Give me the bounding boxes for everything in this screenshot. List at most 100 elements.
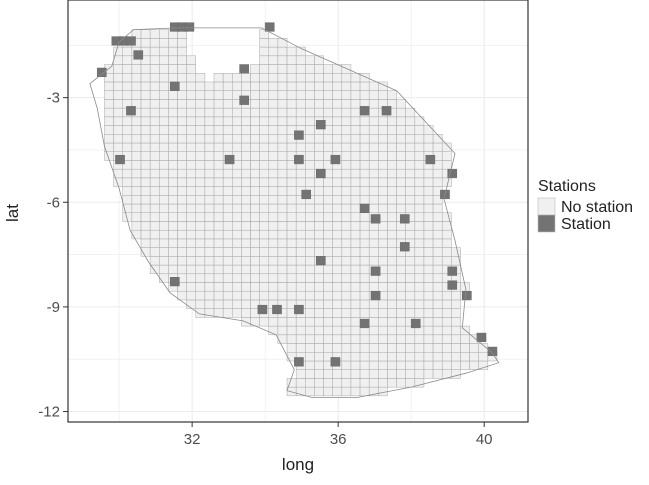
no-station-cell <box>204 195 215 205</box>
no-station-cell <box>232 142 242 152</box>
no-station-cell <box>222 99 233 109</box>
legend-swatch-station <box>537 214 556 233</box>
no-station-cell <box>359 369 370 379</box>
no-station-cell <box>268 81 279 91</box>
no-station-cell <box>368 238 379 248</box>
no-station-cell <box>396 273 406 283</box>
no-station-cell <box>405 186 416 196</box>
no-station-cell <box>441 151 452 161</box>
no-station-cell <box>250 99 260 109</box>
no-station-cell <box>423 273 434 283</box>
no-station-cell <box>168 160 178 170</box>
no-station-cell <box>222 134 233 144</box>
no-station-cell <box>295 325 306 336</box>
no-station-cell <box>323 212 333 222</box>
no-station-cell <box>241 107 251 118</box>
no-station-cell <box>232 168 242 179</box>
no-station-cell <box>177 116 187 126</box>
no-station-cell <box>113 55 124 65</box>
no-station-cell <box>423 195 434 205</box>
no-station-cell <box>332 378 343 388</box>
no-station-cell <box>414 212 425 222</box>
no-station-cell <box>186 64 197 74</box>
no-station-cell <box>122 186 133 196</box>
no-station-cell <box>195 134 206 144</box>
no-station-cell <box>314 238 324 248</box>
no-station-cell <box>140 107 151 118</box>
no-station-cell <box>259 81 270 91</box>
no-station-cell <box>168 264 178 275</box>
no-station-cell <box>104 107 114 118</box>
no-station-cell <box>359 360 370 370</box>
no-station-cell <box>277 221 288 231</box>
no-station-cell <box>396 343 406 353</box>
no-station-cell <box>305 308 315 318</box>
no-station-cell <box>441 247 452 257</box>
no-station-cell <box>131 142 142 152</box>
no-station-cell <box>149 46 160 57</box>
no-station-cell <box>286 64 297 74</box>
no-station-cell <box>414 256 425 266</box>
no-station-cell <box>368 81 379 91</box>
no-station-cell <box>213 212 224 222</box>
no-station-cell <box>359 116 370 126</box>
no-station-cell <box>149 160 160 170</box>
no-station-cell <box>195 186 206 196</box>
no-station-cell <box>222 81 233 91</box>
no-station-cell <box>195 203 206 213</box>
no-station-cell <box>368 107 379 118</box>
no-station-cell <box>241 308 251 318</box>
no-station-cell <box>341 334 352 344</box>
no-station-cell <box>305 125 315 135</box>
no-station-cell <box>259 256 270 266</box>
no-station-cell <box>186 212 197 222</box>
no-station-cell <box>177 177 187 187</box>
no-station-cell <box>204 116 215 126</box>
no-station-cell <box>250 160 260 170</box>
no-station-cell <box>350 90 361 100</box>
no-station-cell <box>378 160 388 170</box>
no-station-cell <box>387 247 397 257</box>
no-station-cell <box>350 81 361 91</box>
no-station-cell <box>405 273 416 283</box>
no-station-cell <box>314 134 324 144</box>
no-station-cell <box>250 142 260 152</box>
no-station-cell <box>104 81 114 91</box>
no-station-cell <box>268 99 279 109</box>
no-station-cell <box>332 273 343 283</box>
no-station-cell <box>314 221 324 231</box>
no-station-cell <box>241 212 251 222</box>
no-station-cell <box>323 282 333 292</box>
no-station-cell <box>168 46 178 57</box>
no-station-cell <box>332 290 343 301</box>
no-station-cell <box>241 273 251 283</box>
no-station-cell <box>305 55 315 65</box>
no-station-cell <box>277 99 288 109</box>
legend-swatch-no-station <box>537 197 556 216</box>
no-station-cell <box>423 168 434 179</box>
no-station-cell <box>195 177 206 187</box>
no-station-cell <box>359 264 370 275</box>
no-station-cell <box>378 134 388 144</box>
no-station-cell <box>277 273 288 283</box>
no-station-cell <box>177 55 187 65</box>
no-station-cell <box>268 264 279 275</box>
no-station-cell <box>441 290 452 301</box>
no-station-cell <box>168 256 178 266</box>
no-station-cell <box>204 81 215 91</box>
no-station-cell <box>177 264 187 275</box>
no-station-cell <box>423 282 434 292</box>
no-station-cell <box>305 64 315 74</box>
no-station-cell <box>232 195 242 205</box>
no-station-cell <box>286 72 297 83</box>
no-station-cell <box>232 186 242 196</box>
no-station-cell <box>378 151 388 161</box>
no-station-cell <box>131 177 142 187</box>
no-station-cell <box>359 334 370 344</box>
no-station-cell <box>305 256 315 266</box>
no-station-cell <box>405 256 416 266</box>
no-station-cell <box>286 282 297 292</box>
no-station-cell <box>277 212 288 222</box>
no-station-cell <box>259 151 270 161</box>
